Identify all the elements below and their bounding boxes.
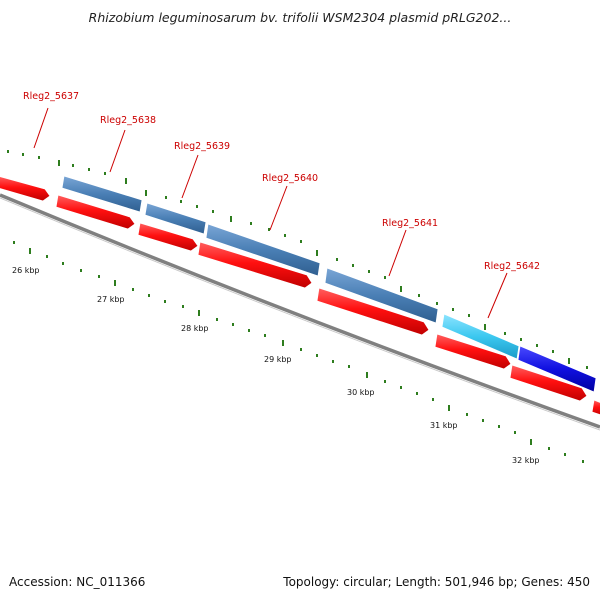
gene-block-forward-highlight-dark[interactable] <box>517 345 597 393</box>
locus-label-rleg2-5640[interactable]: Rleg2_5640 <box>262 173 318 184</box>
leader-line <box>487 272 508 319</box>
leader-line <box>33 107 49 149</box>
gene-arrow-reverse[interactable] <box>0 176 51 202</box>
scale-label-27kbp: 27 kbp <box>97 295 125 304</box>
scale-label-29kbp: 29 kbp <box>264 355 292 364</box>
forward-strand-track <box>61 175 597 393</box>
leader-line <box>388 229 407 277</box>
leader-line <box>109 129 126 173</box>
backbone-line <box>0 193 600 429</box>
leader-line <box>181 154 199 199</box>
gene-block-forward[interactable] <box>205 223 321 277</box>
summary-text: Topology: circular; Length: 501,946 bp; … <box>283 575 590 589</box>
scale-label-28kbp: 28 kbp <box>181 324 209 333</box>
accession-text: Accession: NC_011366 <box>9 575 146 589</box>
gene-arrow-reverse[interactable] <box>434 333 512 370</box>
gene-arrow-reverse[interactable] <box>591 399 600 416</box>
locus-label-rleg2-5637[interactable]: Rleg2_5637 <box>23 91 79 102</box>
locus-label-rleg2-5642[interactable]: Rleg2_5642 <box>484 261 540 272</box>
gene-arrow-reverse[interactable] <box>137 222 199 252</box>
gene-arrow-reverse[interactable] <box>509 364 588 402</box>
locus-label-rleg2-5639[interactable]: Rleg2_5639 <box>174 141 230 152</box>
upper-tick-row <box>7 150 588 369</box>
scale-label-31kbp: 31 kbp <box>430 421 458 430</box>
gene-block-forward-highlight-light[interactable] <box>441 313 520 360</box>
scale-label-30kbp: 30 kbp <box>347 388 375 397</box>
locus-label-rleg2-5638[interactable]: Rleg2_5638 <box>100 115 156 126</box>
locus-label-rleg2-5641[interactable]: Rleg2_5641 <box>382 218 438 229</box>
gene-block-forward[interactable] <box>61 175 143 213</box>
scale-label-26kbp: 26 kbp <box>12 266 40 275</box>
gene-arrow-reverse[interactable] <box>197 241 313 289</box>
scale-label-32kbp: 32 kbp <box>512 456 540 465</box>
gene-block-forward[interactable] <box>324 267 439 324</box>
leader-line <box>269 185 288 231</box>
lower-tick-row <box>13 241 584 463</box>
reverse-strand-track <box>0 176 600 416</box>
backbone-shadow <box>0 197 600 431</box>
gene-arrow-reverse[interactable] <box>55 194 136 230</box>
gene-arrow-reverse[interactable] <box>316 287 430 336</box>
gene-block-forward[interactable] <box>144 202 207 235</box>
locus-labels: Rleg2_5637 Rleg2_5638 Rleg2_5639 Rleg2_5… <box>23 91 540 319</box>
map-title: Rhizobium leguminosarum bv. trifolii WSM… <box>88 10 512 25</box>
